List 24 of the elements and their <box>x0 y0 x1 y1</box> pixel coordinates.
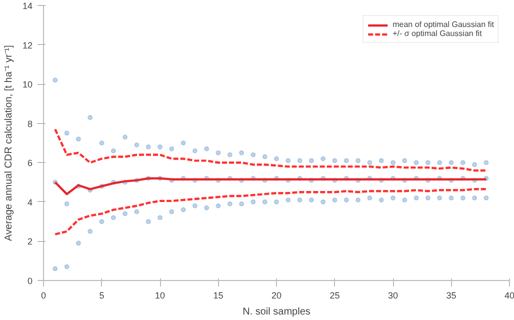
y-axis-title: Average annual CDR calculation, [t ha⁻¹ yr⁻¹] <box>3 44 14 241</box>
x-tick-label: 40 <box>504 290 514 300</box>
x-tick-label: 10 <box>154 290 166 300</box>
x-tick-label: 25 <box>330 290 340 300</box>
line-series <box>54 177 488 196</box>
x-tick-label: 5 <box>99 290 104 300</box>
y-tick-label: 8 <box>27 118 33 129</box>
y-tick-label: 10 <box>22 80 33 90</box>
y-tick-label: 14 <box>22 1 33 11</box>
y-tick-label: 6 <box>27 158 33 168</box>
x-tick-label: 20 <box>271 290 282 300</box>
y-tick-label: 0 <box>27 276 33 286</box>
legend-label: +/- σ optimal Gaussian fit <box>392 29 482 38</box>
y-tick-label: 4 <box>27 197 33 208</box>
x-tick-label: 0 <box>40 290 46 300</box>
x-tick-label: 35 <box>446 290 456 300</box>
y-tick-label: 12 <box>22 40 33 50</box>
x-tick-label: 15 <box>213 290 224 300</box>
x-tick-label: 30 <box>388 290 398 300</box>
x-axis-title: N. soil samples <box>242 306 310 318</box>
legend-label: mean of optimal Gaussian fit <box>392 20 494 29</box>
line-series <box>54 188 488 236</box>
line-series <box>54 128 488 172</box>
y-tick-label: 2 <box>27 236 33 247</box>
